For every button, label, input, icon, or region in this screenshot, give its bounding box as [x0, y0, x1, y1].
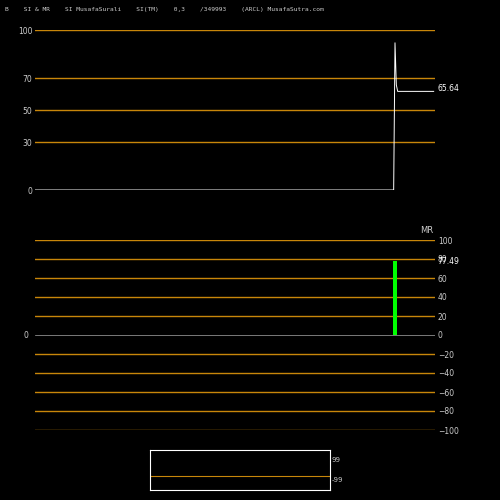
- Text: -99: -99: [332, 477, 344, 483]
- Text: 77.49: 77.49: [438, 257, 460, 266]
- Text: 99: 99: [332, 457, 341, 463]
- Bar: [394, 262, 396, 335]
- Text: 0: 0: [24, 330, 28, 340]
- Text: 65.64: 65.64: [438, 84, 460, 92]
- Text: MR: MR: [420, 226, 434, 235]
- Text: B    SI & MR    SI MusafaSurali    SI(TM)    0,3    /349993    (ARCL) MusafaSutr: B SI & MR SI MusafaSurali SI(TM) 0,3 /34…: [5, 8, 324, 12]
